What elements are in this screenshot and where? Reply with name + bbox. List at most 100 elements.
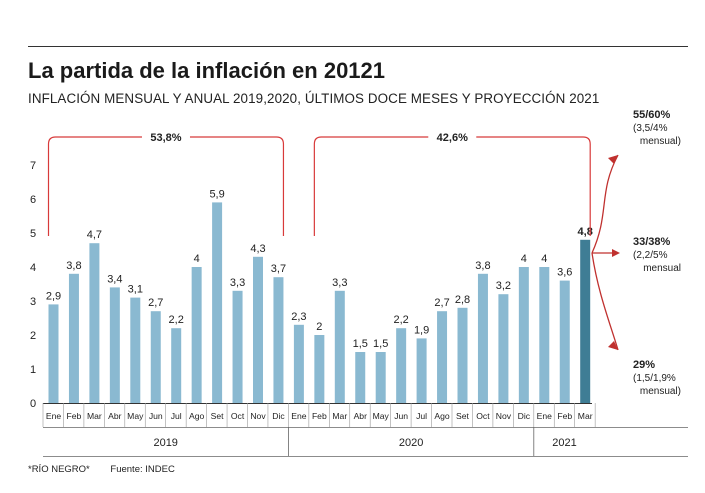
value-label: 3,3 — [332, 277, 347, 289]
value-label: 4 — [521, 253, 527, 265]
value-label: 4,3 — [250, 243, 265, 255]
bar — [48, 304, 59, 403]
x-tick-label: Abr — [108, 411, 122, 421]
x-tick-label: Set — [456, 411, 470, 421]
chart-subtitle: INFLACIÓN MENSUAL Y ANUAL 2019,2020, ÚLT… — [28, 91, 600, 106]
x-tick-label: Ene — [537, 411, 553, 421]
value-label: 4 — [194, 253, 200, 265]
value-label: 3,8 — [475, 260, 490, 272]
annual-label: 53,8% — [150, 132, 181, 144]
bar — [314, 335, 325, 403]
projection-arrow — [591, 154, 619, 254]
bar — [109, 287, 120, 403]
top-rule — [28, 46, 688, 47]
annual-label: 42,6% — [437, 132, 468, 144]
y-tick-label: 7 — [30, 160, 36, 172]
y-tick-label: 0 — [30, 398, 36, 410]
value-label: 2,9 — [46, 290, 61, 302]
chart-title: La partida de la inflación en 20121 — [28, 58, 386, 83]
value-label: 3,7 — [271, 263, 286, 275]
projection-arrow — [591, 252, 619, 351]
bar — [273, 277, 284, 403]
value-label: 1,5 — [373, 338, 388, 350]
bar — [498, 294, 509, 403]
value-label: 3,3 — [230, 277, 245, 289]
x-tick-label: Jul — [416, 411, 427, 421]
bar — [130, 297, 141, 403]
x-tick-label: Dic — [272, 411, 285, 421]
value-label: 5,9 — [209, 188, 224, 200]
footer-credit: *RÍO NEGRO* — [28, 464, 90, 475]
x-tick-label: Feb — [312, 411, 327, 421]
bar — [375, 352, 386, 403]
projection-detail: (1,5/1,9% — [633, 373, 676, 384]
x-tick-label: Jun — [394, 411, 408, 421]
value-label: 3,6 — [557, 267, 572, 279]
y-tick-label: 1 — [30, 364, 36, 376]
x-tick-label: May — [127, 411, 144, 421]
bar — [437, 311, 448, 403]
bar — [416, 338, 427, 403]
y-tick-label: 5 — [30, 228, 36, 240]
x-tick-label: Jul — [171, 411, 182, 421]
x-tick-label: Mar — [87, 411, 102, 421]
annual-bracket — [47, 136, 285, 236]
projection-unit: mensual) — [640, 136, 681, 147]
x-tick-label: Jun — [149, 411, 163, 421]
projection-value: 29% — [633, 359, 655, 371]
footer: *RÍO NEGRO* Fuente: INDEC — [28, 464, 193, 475]
x-tick-label: Ago — [434, 411, 450, 421]
bar — [89, 243, 100, 403]
value-label: 3,1 — [128, 284, 143, 296]
value-label: 2,8 — [455, 294, 470, 306]
year-label: 2020 — [399, 437, 423, 449]
bar — [559, 280, 570, 403]
y-tick-label: 4 — [30, 262, 36, 274]
x-tick-label: Ene — [46, 411, 62, 421]
value-label: 2,2 — [169, 314, 184, 326]
projection-detail: (2,2/5% — [633, 250, 668, 261]
value-label: 2,3 — [291, 311, 306, 323]
bar — [457, 307, 468, 403]
projection-arrowhead — [612, 249, 620, 257]
x-tick-label: Feb — [557, 411, 572, 421]
value-label: 3,8 — [66, 260, 81, 272]
projection-unit: mensual) — [640, 386, 681, 397]
x-tick-label: Set — [211, 411, 225, 421]
x-tick-label: Oct — [476, 411, 490, 421]
bar — [396, 328, 407, 403]
bar — [293, 324, 304, 403]
bar — [518, 267, 529, 403]
footer-source: Fuente: INDEC — [110, 464, 175, 475]
projection-value: 55/60% — [633, 109, 671, 121]
projection-detail: (3,5/4% — [633, 123, 668, 134]
x-tick-label: Oct — [231, 411, 245, 421]
bar — [334, 290, 345, 403]
projection-unit: mensual — [643, 263, 681, 274]
bar — [68, 273, 79, 403]
bar — [171, 328, 182, 403]
bar — [212, 202, 223, 403]
x-tick-label: Nov — [496, 411, 512, 421]
bar — [355, 352, 366, 403]
value-label: 4 — [541, 253, 547, 265]
x-tick-label: Mar — [578, 411, 593, 421]
value-label: 1,9 — [414, 324, 429, 336]
projection-arrowhead — [608, 341, 618, 350]
value-label: 2,2 — [394, 314, 409, 326]
year-label: 2021 — [552, 437, 576, 449]
y-tick-label: 6 — [30, 194, 36, 206]
x-tick-label: Nov — [250, 411, 266, 421]
value-label: 4,8 — [578, 226, 593, 238]
projection-value: 33/38% — [633, 236, 671, 248]
bar — [191, 267, 202, 403]
bar — [539, 267, 550, 403]
value-label: 2,7 — [434, 297, 449, 309]
value-label: 2 — [316, 321, 322, 333]
bar — [150, 311, 161, 403]
projection-arrowhead — [608, 155, 618, 164]
y-tick-label: 3 — [30, 296, 36, 308]
x-tick-label: Ago — [189, 411, 205, 421]
bar — [253, 256, 263, 403]
